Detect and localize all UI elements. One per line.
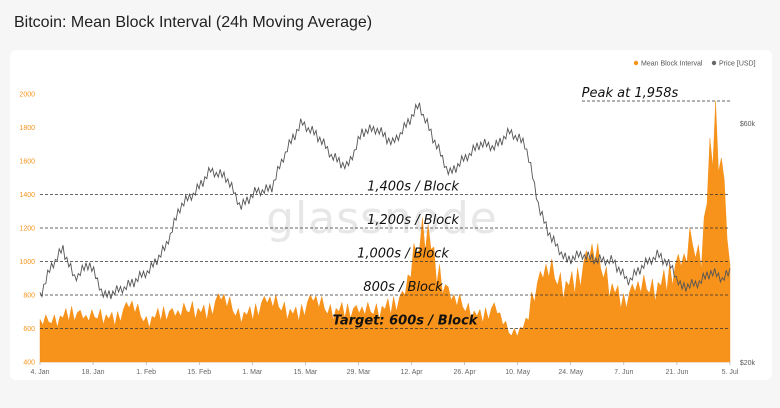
threshold-label: 1,400s / Block bbox=[367, 180, 459, 195]
x-tick-label: 1. Mar bbox=[242, 369, 263, 376]
threshold-label: Peak at 1,958s bbox=[582, 86, 679, 101]
y-tick-label: 400 bbox=[23, 360, 35, 367]
threshold-label: Target: 600s / Block bbox=[333, 314, 479, 329]
x-tick-label: 21. Jun bbox=[665, 369, 688, 376]
legend-label: Mean Block Interval bbox=[641, 61, 703, 68]
x-tick-label: 18. Jan bbox=[82, 369, 105, 376]
threshold-label: 800s / Block bbox=[363, 280, 443, 295]
mean-block-interval-area bbox=[39, 100, 731, 363]
legend-marker-price bbox=[711, 60, 717, 66]
y-right-tick-label: $20k bbox=[740, 360, 756, 367]
x-tick-label: 26. Apr bbox=[454, 369, 477, 376]
y-tick-label: 2000 bbox=[19, 92, 35, 99]
x-tick-label: 10. May bbox=[505, 369, 530, 376]
threshold-label: 1,000s / Block bbox=[357, 247, 449, 262]
y-tick-label: 1400 bbox=[19, 192, 35, 199]
threshold-label: 1,200s / Block bbox=[367, 213, 459, 228]
watermark: glassnode bbox=[266, 193, 498, 244]
x-tick-label: 24. May bbox=[558, 369, 583, 376]
price-line bbox=[39, 102, 731, 300]
y-tick-label: 1800 bbox=[19, 125, 35, 132]
x-tick-label: 29. Mar bbox=[347, 369, 371, 376]
chart-svg: glassnode 400 600 800 1000 1200 1400 1600 1800 20… bbox=[19, 60, 756, 377]
x-tick-label: 12. Apr bbox=[400, 369, 423, 376]
legend-marker-block-interval bbox=[633, 60, 639, 66]
y-tick-label: 1000 bbox=[19, 259, 35, 266]
x-tick-label: 4. Jan bbox=[30, 369, 49, 376]
y-tick-label: 1200 bbox=[19, 226, 35, 233]
legend-label: Price [USD] bbox=[719, 61, 756, 68]
x-tick-label: 7. Jun bbox=[614, 369, 633, 376]
y-right-tick-label: $60k bbox=[740, 121, 756, 128]
chart-title: Bitcoin: Mean Block Interval (24h Moving… bbox=[14, 14, 373, 31]
x-tick-label: 15. Mar bbox=[294, 369, 318, 376]
y-tick-label: 800 bbox=[23, 293, 35, 300]
y-tick-label: 600 bbox=[23, 326, 35, 333]
x-tick-label: 5. Jul bbox=[722, 369, 739, 376]
x-tick-label: 1. Feb bbox=[136, 369, 156, 376]
y-tick-label: 1600 bbox=[19, 159, 35, 166]
x-tick-label: 15. Feb bbox=[187, 369, 211, 376]
chart-panel: glassnode 400 600 800 1000 1200 1400 1600 1800 20… bbox=[10, 50, 772, 380]
